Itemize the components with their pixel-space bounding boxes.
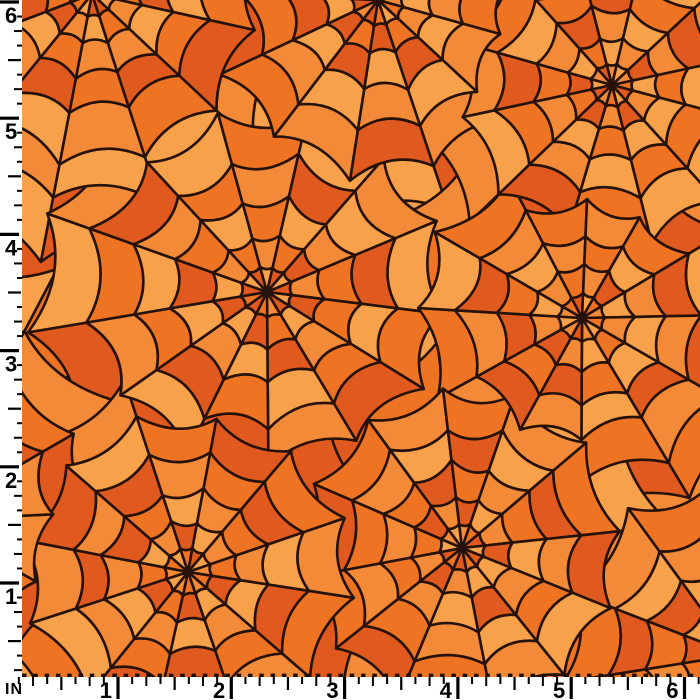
web-cell	[44, 0, 72, 14]
bottom-ruler-number-4: 4	[440, 678, 453, 700]
web-cell	[186, 562, 214, 578]
bottom-ruler-number-3: 3	[326, 678, 338, 700]
web-cell	[427, 0, 465, 25]
web-cell	[265, 280, 294, 297]
web-cell	[686, 138, 700, 185]
web-cell	[682, 616, 700, 643]
left-ruler-number-2: 2	[5, 468, 17, 493]
web-cell	[350, 0, 380, 13]
left-ruler-number-4: 4	[5, 235, 18, 260]
web-cell	[458, 0, 502, 36]
left-ruler-number-5: 5	[5, 119, 17, 144]
web-cell	[662, 0, 700, 10]
web-cell	[399, 0, 434, 17]
web-cell	[580, 316, 607, 331]
web-cell	[68, 0, 81, 4]
web-cell	[679, 579, 700, 610]
web-cell	[22, 572, 38, 591]
spiderweb-pattern	[22, 0, 700, 677]
web-cell	[376, 0, 405, 9]
bottom-ruler: 1 2 3 4 5 6	[0, 677, 700, 700]
web-cell	[92, 0, 111, 18]
left-ruler-number-6: 6	[5, 3, 17, 28]
left-ruler-number-1: 1	[5, 584, 17, 609]
bottom-ruler-number-1: 1	[100, 678, 112, 700]
web-cell	[460, 546, 485, 568]
web-cell	[610, 83, 635, 103]
ruler-unit-label: IN	[5, 681, 23, 698]
bottom-ruler-ticks	[17, 677, 700, 699]
bottom-ruler-number-6: 6	[666, 678, 678, 700]
left-ruler: 6 5 4 3 2 1	[0, 0, 22, 700]
bottom-ruler-number-5: 5	[553, 678, 565, 700]
bottom-ruler-number-2: 2	[213, 678, 225, 700]
left-ruler-number-3: 3	[5, 352, 17, 377]
web-cell	[22, 450, 55, 518]
left-ruler-ticks	[0, 0, 22, 672]
